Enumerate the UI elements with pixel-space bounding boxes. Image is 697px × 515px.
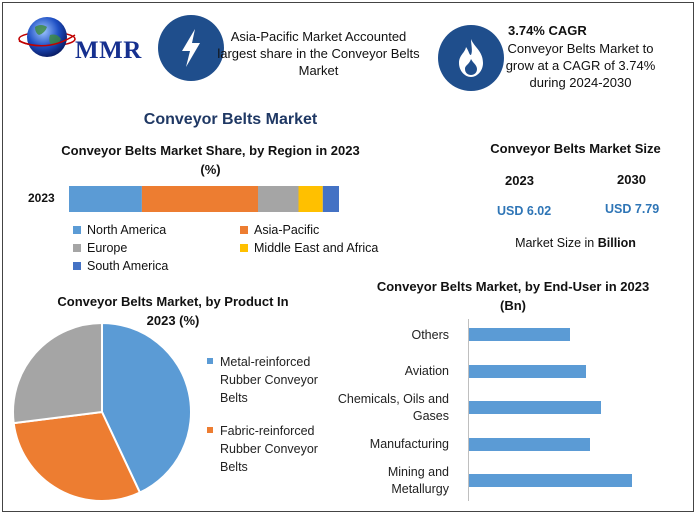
region-segment-south-america xyxy=(322,186,339,212)
end-user-bar-chemicals xyxy=(469,401,601,414)
region-stacked-bar xyxy=(69,186,339,212)
legend-south-america: South America xyxy=(73,259,168,273)
legend-mea: Middle East and Africa xyxy=(240,241,378,255)
end-user-label-mining: Mining and Metallurgy xyxy=(387,465,449,496)
lightning-badge xyxy=(158,15,224,81)
legend-label-north-america: North America xyxy=(87,223,167,237)
region-segment-europe xyxy=(258,186,299,212)
pie-legend-fabric: Fabric-reinforced Rubber Conveyor Belts xyxy=(207,422,335,476)
product-pie-chart xyxy=(12,321,192,502)
market-size-value-2023: USD 6.02 xyxy=(497,204,552,218)
legend-label-mea: Middle East and Africa xyxy=(254,241,379,255)
pie-slice-fabric xyxy=(12,410,142,502)
pie-legend-swatch-metal xyxy=(207,358,213,364)
cagr-text: Conveyor Belts Market to grow at a CAGR … xyxy=(505,41,656,90)
legend-swatch-south-america xyxy=(73,262,81,270)
end-user-label-aviation: Aviation xyxy=(404,364,449,378)
legend-swatch-north-america xyxy=(73,226,81,234)
pie-legend-metal: Metal-reinforced Rubber Conveyor Belts xyxy=(207,353,335,407)
legend-label-south-america: South America xyxy=(87,259,169,273)
page-title: Conveyor Belts Market xyxy=(143,111,318,128)
legend-swatch-europe xyxy=(73,244,81,252)
flame-icon xyxy=(459,39,483,77)
end-user-axis xyxy=(468,319,469,501)
product-chart-title: Conveyor Belts Market, by Product In 202… xyxy=(57,294,289,328)
pie-legend-swatch-fabric xyxy=(207,427,213,433)
pie-legend-label-fabric: Fabric-reinforced Rubber Conveyor Belts xyxy=(220,424,318,474)
market-size-note: Market Size in Billion xyxy=(473,236,678,250)
pie-slice-other xyxy=(12,321,103,425)
market-size-title: Conveyor Belts Market Size xyxy=(490,141,661,156)
globe-icon xyxy=(18,17,76,57)
market-size-year-2023: 2023 xyxy=(505,173,534,188)
legend-north-america: North America xyxy=(73,223,166,237)
market-size-value-2030: USD 7.79 xyxy=(605,202,660,216)
legend-swatch-asia-pacific xyxy=(240,226,248,234)
region-segment-asia-pacific xyxy=(141,186,258,212)
legend-label-europe: Europe xyxy=(87,241,128,255)
end-user-bar-aviation xyxy=(469,365,587,378)
legend-europe: Europe xyxy=(73,241,127,255)
end-user-label-manufacturing: Manufacturing xyxy=(369,437,449,451)
mmr-logo: MMR xyxy=(17,13,147,65)
legend-asia-pacific: Asia-Pacific xyxy=(240,223,319,237)
market-size-note-prefix: Market Size in xyxy=(515,236,598,250)
market-size-year-2030: 2030 xyxy=(617,172,646,187)
end-user-bar-mining xyxy=(469,474,632,487)
legend-swatch-mea xyxy=(240,244,248,252)
legend-label-asia-pacific: Asia-Pacific xyxy=(254,223,320,237)
flame-badge xyxy=(438,25,504,91)
lightning-icon xyxy=(182,29,200,67)
market-size-note-unit: Billion xyxy=(597,236,636,250)
region-segment-mea xyxy=(298,186,323,212)
end-user-chart-title: Conveyor Belts Market, by End-User in 20… xyxy=(376,279,650,313)
end-user-bar-manufacturing xyxy=(469,438,591,451)
asia-pacific-highlight: Asia-Pacific Market Accounted largest sh… xyxy=(217,29,420,78)
pie-legend-label-metal: Metal-reinforced Rubber Conveyor Belts xyxy=(220,355,318,405)
end-user-label-others: Others xyxy=(411,328,449,342)
pie-slice-metal xyxy=(101,321,192,494)
end-user-bar-others xyxy=(469,328,570,341)
region-segment-north-america xyxy=(69,186,142,212)
logo-text: MMR xyxy=(75,37,142,64)
region-chart-title: Conveyor Belts Market Share, by Region i… xyxy=(61,143,360,177)
cagr-headline: 3.74% CAGR xyxy=(508,23,587,38)
region-bar-category: 2023 xyxy=(28,191,55,205)
end-user-label-chemicals: Chemicals, Oils and Gases xyxy=(337,392,449,423)
